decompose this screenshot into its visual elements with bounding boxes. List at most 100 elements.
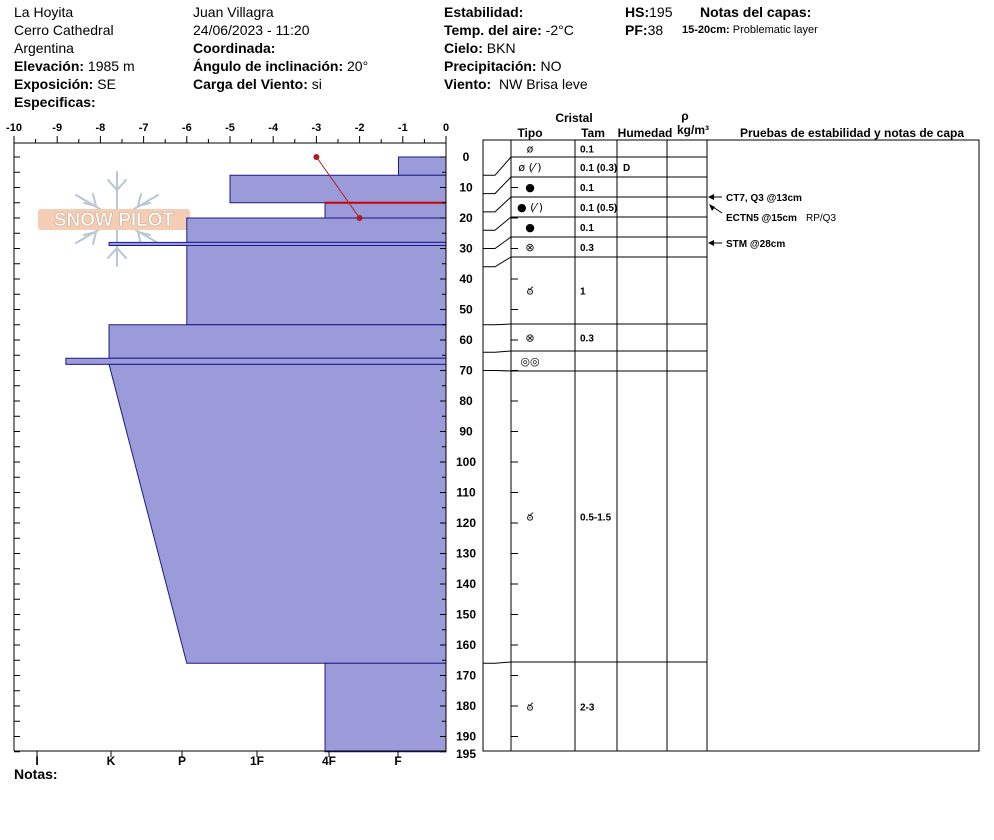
location-name: La Hoyita [14,4,74,20]
stability-test: STM @28cm [708,239,785,250]
wind-row: Viento: NW Brisa leve [444,76,588,92]
elevation-value: 1985 m [87,58,135,74]
layer-grain-size: 0.3 [580,243,594,254]
precip-value: NO [540,58,562,74]
test-label: STM @28cm [726,239,785,250]
aspect-row: Exposición: SE [14,76,116,92]
wind-value: NW Brisa leve [498,76,588,92]
conditions-block: Estabilidad: Temp. del aire: -2°C Cielo:… [444,3,588,93]
layer-grain-symbol: ● (⁄′) [517,201,543,214]
depth-tick-label: 10 [459,181,473,195]
hardness-layer-6 [108,324,447,359]
layer-connector [483,661,512,664]
layer-grain-size: 0.3 [580,334,594,345]
depth-tick-label: 195 [456,747,476,761]
header-type: Tipo [517,126,542,140]
layer-grain-size: 0.5-1.5 [580,513,612,524]
layer-connector [483,176,512,195]
hardness-layer-2 [324,202,447,219]
layer-grain-size: 2-3 [580,703,595,714]
notes-label: Notas: [14,766,58,782]
coord-row: Coordinada: [193,40,276,56]
header-size: Tam [581,126,605,140]
test-arrow-head [708,194,714,200]
test-label: CT7, Q3 @13cm [726,193,802,204]
stability-test: ECTN5 @15cm RP/Q3 [709,204,836,224]
layer-connector [483,216,512,231]
area-name: Cerro Cathedral [14,22,114,38]
layer-grain-size: 0.1 (0.5) [580,203,617,214]
temp-tick-label: -7 [139,122,149,134]
layer-grain-size: 0.1 [580,145,594,156]
observer-name: Juan Villagra [193,4,274,20]
depth-tick-label: 30 [459,242,473,256]
layer-grain-size: 1 [580,287,586,298]
stability-test: CT7, Q3 @13cm [708,193,802,204]
hardness-layer-1 [229,174,447,204]
depth-tick-label: 0 [463,150,470,164]
depth-tick-label: 160 [456,638,476,652]
depth-tick-label: 140 [456,577,476,591]
pf-value: 38 [647,22,664,38]
slope-value: 20° [347,58,369,74]
depth-tick-label: 170 [456,669,476,683]
depth-tick-label: 90 [459,425,473,439]
hardness-layer-7 [65,357,447,365]
precip-row: Precipitación: NO [444,58,562,74]
test-arrow-head [709,204,715,211]
depth-block: HS:195 PF:38 [625,3,672,39]
temp-tick-label: -1 [398,122,408,134]
hardness-tick-label: K [107,754,116,768]
layer-grain-size: 0.1 (0.3) [580,163,617,174]
layer-notes-block: Notas del capas: 15-20cm: Problematic la… [682,3,818,39]
header-moisture: Humedad [618,126,673,140]
observer-block: Juan Villagra 24/06/2023 - 11:20 Coordin… [193,3,368,93]
layer-connector [483,323,512,326]
snowpilot-watermark: SNOW PILOT [38,171,190,267]
location-block: La Hoyita Cerro Cathedral Argentina Elev… [14,3,135,111]
air-temp-value: -2°C [545,22,574,38]
temp-tick-label: -8 [96,122,106,134]
layer-connector [483,236,512,249]
test-extra: RP/Q3 [806,213,836,224]
table-frame [482,139,980,752]
layer-grain-symbol: ఠ [527,511,534,524]
layer-moisture: D [623,163,630,174]
temp-tick-label: -10 [6,122,22,134]
layer-grain-size: 0.1 [580,223,594,234]
layer-connector [483,196,512,213]
hardness-tick-label: P [178,754,186,768]
header-rho: ρ [681,109,688,123]
test-label: ECTN5 @15cm [726,213,797,224]
layer-grain-symbol: ⊗ [525,241,534,254]
layer-grain-symbol: ఠ [527,701,534,714]
layer-grain-symbol: ø (⁄′) [518,161,541,174]
sky-value: BKN [486,40,516,56]
layer-note-text: Problematic layer [732,24,818,36]
layer-connector [483,256,512,268]
depth-tick-label: 100 [456,455,476,469]
layer-connector [483,156,512,176]
layer-grain-symbol: ఠ [527,285,534,298]
depth-tick-label: 60 [459,333,473,347]
depth-tick-label: 110 [456,486,476,500]
header-density-unit: kg/m³ [677,123,709,137]
hardness-layer-8 [108,363,447,664]
header-tests: Pruebas de estabilidad y notas de capa [740,126,964,140]
layer-grain-symbol: ⊗ [525,332,534,345]
depth-tick-label: 40 [459,272,473,286]
depth-tick-label: 190 [456,730,476,744]
hardness-layer-3 [186,217,447,243]
depth-tick-label: 50 [459,303,473,317]
hardness-layer-5 [186,244,447,326]
specifics-row: Especificas: [14,94,96,110]
hs-row: HS:195 [625,4,673,20]
aspect-value: SE [97,76,116,92]
hs-value: 195 [649,4,673,20]
slope-row: Ángulo de inclinación: 20° [193,58,369,74]
wind-load-row: Carga del Viento: si [193,76,322,92]
pf-row: PF:38 [625,22,664,38]
depth-tick-label: 20 [459,211,473,225]
temp-tick-label: -3 [312,122,322,134]
